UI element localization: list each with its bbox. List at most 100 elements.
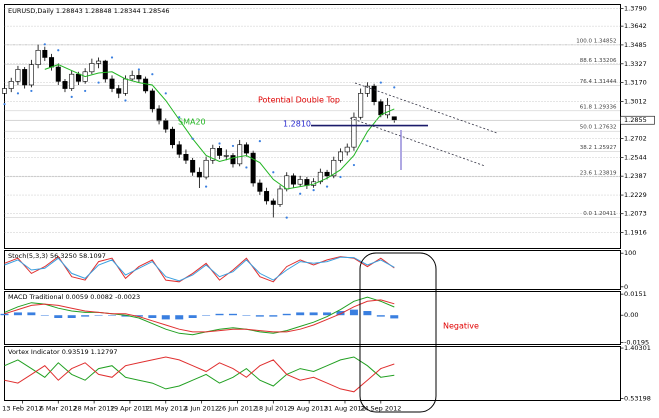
macd-bar — [40, 315, 49, 316]
candle-body — [337, 151, 343, 161]
sar-dot — [218, 142, 221, 145]
sar-dot — [339, 175, 342, 179]
macd-bar — [215, 313, 224, 316]
y-tick-label: 0.53198 — [624, 395, 651, 403]
macd-bar — [134, 315, 143, 317]
x-tick-label: 24 Sep 2012 — [360, 405, 401, 413]
sar-dot — [312, 189, 315, 192]
macd-bar — [376, 315, 385, 317]
last-price-label: 1.2855 — [624, 116, 647, 124]
x-tick-label: 18 Jul 2012 — [255, 405, 292, 413]
macd-bar — [296, 312, 305, 316]
y-tick-label: 1.3790 — [624, 4, 647, 12]
candle-body — [243, 144, 249, 154]
sar-dot — [191, 137, 194, 140]
fib-label: 23.6 1.23819 — [580, 170, 617, 176]
sar-dot — [97, 81, 100, 84]
candle-body — [55, 66, 61, 82]
candle-body — [277, 188, 283, 205]
annotation: Negative — [443, 322, 479, 331]
indicator-line — [4, 296, 395, 336]
candle-body — [129, 75, 135, 80]
candle-body — [102, 60, 108, 80]
macd-bar — [242, 315, 251, 316]
y-tick-label: 1.2544 — [624, 153, 647, 161]
candle-body — [331, 159, 337, 177]
macd-bar — [94, 315, 103, 316]
candle-body — [324, 171, 330, 177]
macd-bar — [67, 315, 76, 318]
sar-dot — [43, 43, 46, 46]
sar-dot — [30, 89, 33, 93]
candle-body — [15, 69, 21, 82]
y-tick-label: 1.2073 — [624, 210, 647, 218]
candle-body — [351, 116, 357, 148]
y-tick-label: -0.0195 — [624, 338, 649, 346]
sar-dot — [205, 185, 208, 188]
indicator-line — [44, 64, 395, 190]
candle-body — [136, 75, 142, 80]
y-tick-label: 1.2229 — [624, 191, 647, 199]
sar-dot — [393, 86, 396, 89]
candle-body — [217, 148, 223, 156]
fib-label: 88.6 1.33206 — [580, 58, 617, 64]
sar-dot — [272, 171, 275, 174]
x-tick-label: 11 May 2012 — [145, 405, 187, 413]
candle-body — [89, 63, 95, 73]
x-tick-label: 19 Apr 2012 — [110, 405, 150, 413]
macd-bar — [349, 309, 358, 316]
plot-layer: 1.3790 1.3642 1.3485 1.3327 1.3170 1.3012 1.27… — [0, 4, 655, 413]
candle-body — [183, 153, 189, 161]
indicator-line — [4, 255, 395, 283]
y-tick-label: 0.00 — [624, 311, 638, 319]
sar-dot — [258, 140, 261, 143]
candle-body — [22, 69, 28, 86]
macd-bar — [323, 312, 332, 316]
fib-label: 38.2 1.25927 — [580, 145, 617, 151]
main-panel — [4, 4, 621, 249]
y-tick-label: 1.3170 — [624, 79, 647, 87]
macd-bar — [309, 312, 318, 316]
candle-body — [371, 85, 377, 102]
y-tick-label: 100 — [624, 249, 636, 257]
candle-body — [250, 152, 256, 184]
y-tick-label: 0 — [624, 283, 628, 291]
macd-bar — [188, 315, 197, 318]
macd-bar — [13, 312, 22, 316]
macd-bar — [363, 311, 372, 316]
sar-dot — [110, 56, 114, 59]
macd-bar — [175, 315, 184, 320]
indicator-line — [4, 356, 395, 393]
fib-label: 61.8 1.29336 — [580, 104, 617, 110]
candle-body — [122, 78, 128, 94]
candle-body — [264, 191, 270, 202]
candle-body — [149, 90, 155, 110]
candle-body — [223, 155, 229, 157]
sar-dot — [16, 92, 20, 95]
sar-dot — [84, 89, 87, 93]
sar-dot — [299, 192, 302, 195]
highlight-box — [359, 252, 437, 413]
sma-label: SMA20 — [178, 118, 206, 127]
chart-title: EURUSD,Daily 1.28843 1.28848 1.28344 1.2… — [8, 7, 170, 15]
macd-bar — [81, 315, 90, 317]
candle-body — [75, 73, 81, 82]
indicator-line — [4, 256, 395, 282]
candle-body — [284, 175, 290, 190]
sar-dot — [57, 49, 60, 52]
candle-body — [317, 171, 323, 183]
macd-bar — [202, 315, 211, 316]
y-tick-label: 1.3327 — [624, 60, 647, 68]
candle-body — [378, 101, 384, 116]
y-tick-label: 1.2387 — [624, 172, 647, 180]
x-tick-label: 4 Jun 2012 — [184, 405, 219, 413]
sar-dot — [70, 95, 73, 99]
x-tick-label: 9 Aug 2012 — [290, 405, 328, 413]
panel-title: Stoch(5,3,3) 56.3250 58.1097 — [8, 252, 106, 260]
macd-bar — [336, 311, 345, 316]
annotation: Potential Double Top — [258, 96, 340, 105]
y-tick-label: 1.3485 — [624, 41, 647, 49]
y-tick-label: 1.2702 — [624, 135, 647, 143]
sar-dot — [164, 92, 167, 95]
